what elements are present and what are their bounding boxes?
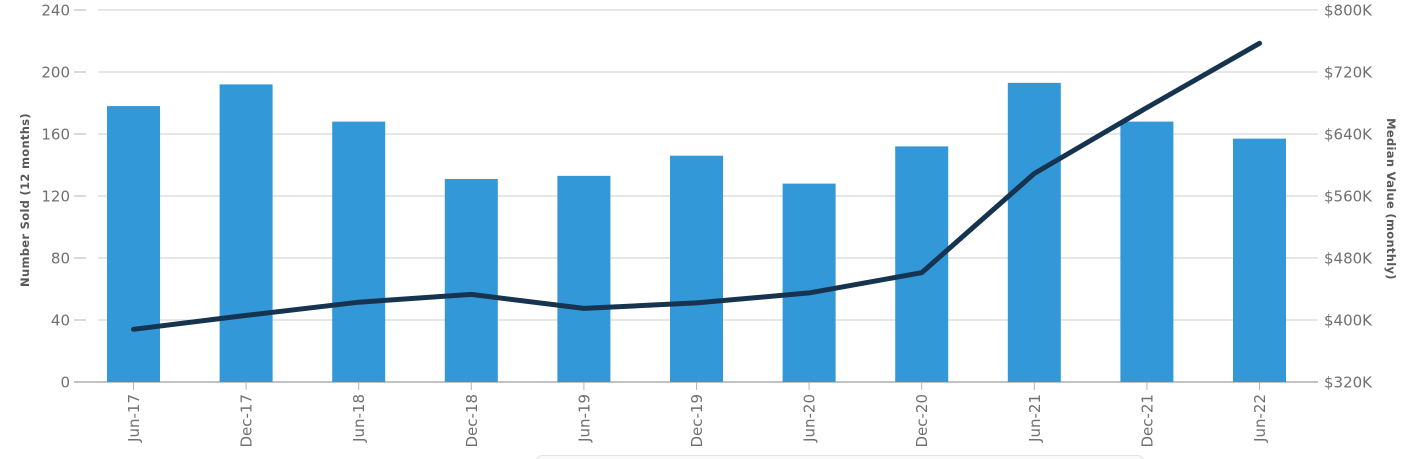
left-axis-tick-label: 0	[60, 374, 70, 392]
x-axis-tick-label: Dec-18	[463, 394, 481, 448]
bar-Jun-18[interactable]	[332, 121, 386, 382]
x-axis-tick-label: Jun-21	[1026, 394, 1044, 443]
right-axis-tick-label: $320K	[1324, 374, 1373, 392]
left-axis-title: Number Sold (12 months)	[18, 113, 32, 287]
x-axis-tick-label: Jun-18	[350, 394, 368, 443]
x-axis-tick-label: Dec-17	[238, 394, 256, 448]
horizontal-scrollbar[interactable]	[535, 455, 1145, 459]
x-axis-tick-label: Jun-20	[801, 394, 819, 443]
bar-Dec-20[interactable]	[895, 146, 949, 382]
right-axis-title: Median Value (monthly)	[1384, 118, 1398, 280]
bar-Jun-20[interactable]	[782, 183, 836, 382]
x-axis-tick-label: Jun-19	[575, 394, 593, 443]
bar-Dec-21[interactable]	[1120, 121, 1174, 382]
right-axis-tick-label: $480K	[1324, 250, 1373, 268]
right-axis-tick-label: $720K	[1324, 64, 1373, 82]
x-axis-tick-label: Dec-19	[688, 394, 706, 448]
left-axis-tick-label: 200	[41, 64, 70, 82]
left-axis-tick-label: 160	[41, 126, 70, 144]
bar-Dec-17[interactable]	[219, 84, 273, 383]
right-axis-tick-label: $560K	[1324, 188, 1373, 206]
x-axis-tick-label: Jun-17	[125, 394, 143, 443]
left-axis-tick-label: 40	[51, 312, 70, 330]
left-axis-tick-label: 240	[41, 2, 70, 20]
x-axis-tick-label: Dec-21	[1138, 394, 1156, 448]
left-axis-tick-label: 120	[41, 188, 70, 206]
right-axis-tick-label: $400K	[1324, 312, 1373, 330]
bar-Dec-18[interactable]	[444, 178, 498, 382]
right-axis-tick-label: $800K	[1324, 2, 1373, 20]
bar-Jun-19[interactable]	[557, 175, 611, 382]
x-axis-tick-label: Dec-20	[913, 394, 931, 448]
bar-Dec-19[interactable]	[670, 155, 723, 382]
bar-Jun-21[interactable]	[1007, 82, 1061, 382]
median-value-line	[131, 40, 1262, 332]
bar-Jun-22[interactable]	[1233, 138, 1286, 382]
right-axis-tick-label: $640K	[1324, 126, 1373, 144]
bar-Jun-17[interactable]	[107, 106, 160, 382]
left-axis-tick-label: 80	[51, 250, 70, 268]
x-axis-tick-label: Jun-22	[1251, 394, 1269, 443]
